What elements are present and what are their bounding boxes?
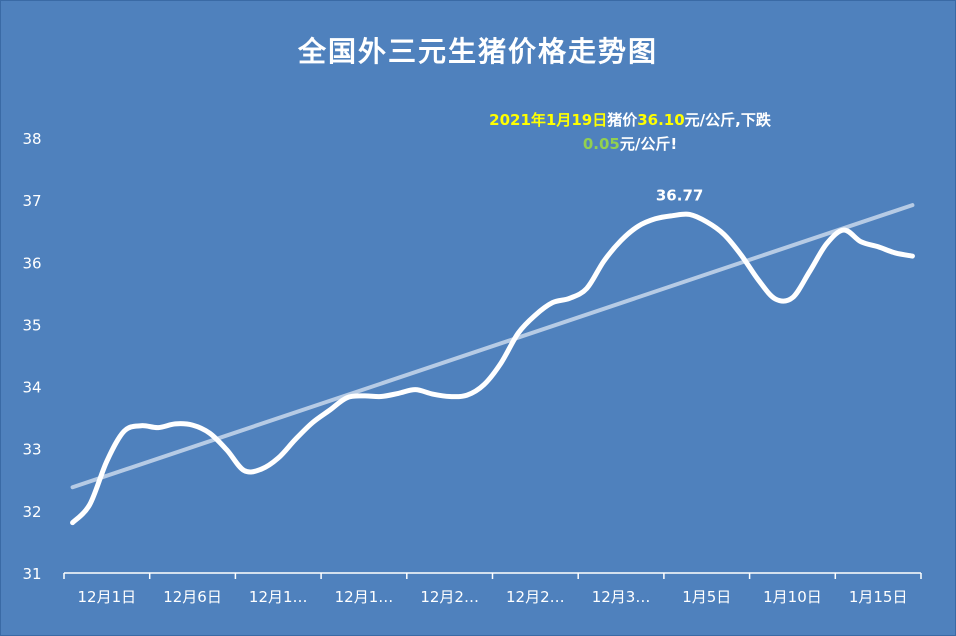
y-tick-label: 31 [22, 565, 41, 583]
y-tick-label: 37 [22, 192, 41, 210]
annotation-line-2: 0.05元/公斤! [440, 132, 820, 156]
y-tick-label: 34 [22, 379, 41, 397]
x-tick-label: 12月2… [420, 588, 479, 606]
annotation-line-1: 2021年1月19日猪价36.10元/公斤,下跌 [440, 108, 820, 132]
x-tick-label: 1月5日 [682, 588, 731, 606]
x-tick-label: 12月1日 [78, 588, 137, 606]
axes: 31 32 33 34 35 36 37 38 12月1日 12月6日 12月1… 12月1… 12月2… [22, 130, 922, 606]
trendline [70, 203, 915, 490]
x-tick-label: 12月6日 [163, 588, 222, 606]
x-tick-label: 12月2… [506, 588, 565, 606]
x-tick-label: 12月1… [249, 588, 308, 606]
annotation-drop-unit: 元/公斤! [619, 135, 678, 153]
x-tick-label: 12月3… [592, 588, 651, 606]
annotation-unit: 元/公斤,下跌 [684, 111, 771, 129]
y-tick-label: 33 [22, 441, 41, 459]
x-tick-label: 12月1… [335, 588, 394, 606]
y-tick-label: 35 [22, 316, 41, 334]
y-tick-label: 32 [22, 503, 41, 521]
peak-data-label: 36.77 [656, 186, 703, 204]
series-line [70, 211, 915, 526]
annotation-drop: 0.05 [582, 135, 620, 153]
annotation-price: 36.10 [637, 111, 685, 129]
y-tick-label: 38 [22, 130, 41, 148]
chart-title: 全国外三元生猪价格走势图 [297, 35, 658, 68]
y-tick-label: 36 [22, 254, 41, 272]
price-annotation: 2021年1月19日猪价36.10元/公斤,下跌 0.05元/公斤! [440, 108, 820, 156]
annotation-price-label: 猪价 [607, 111, 638, 129]
x-tick-label: 1月15日 [849, 588, 908, 606]
x-tick-label: 1月10日 [763, 588, 822, 606]
drop-lines [71, 214, 914, 573]
annotation-date: 2021年1月19日 [489, 111, 608, 129]
